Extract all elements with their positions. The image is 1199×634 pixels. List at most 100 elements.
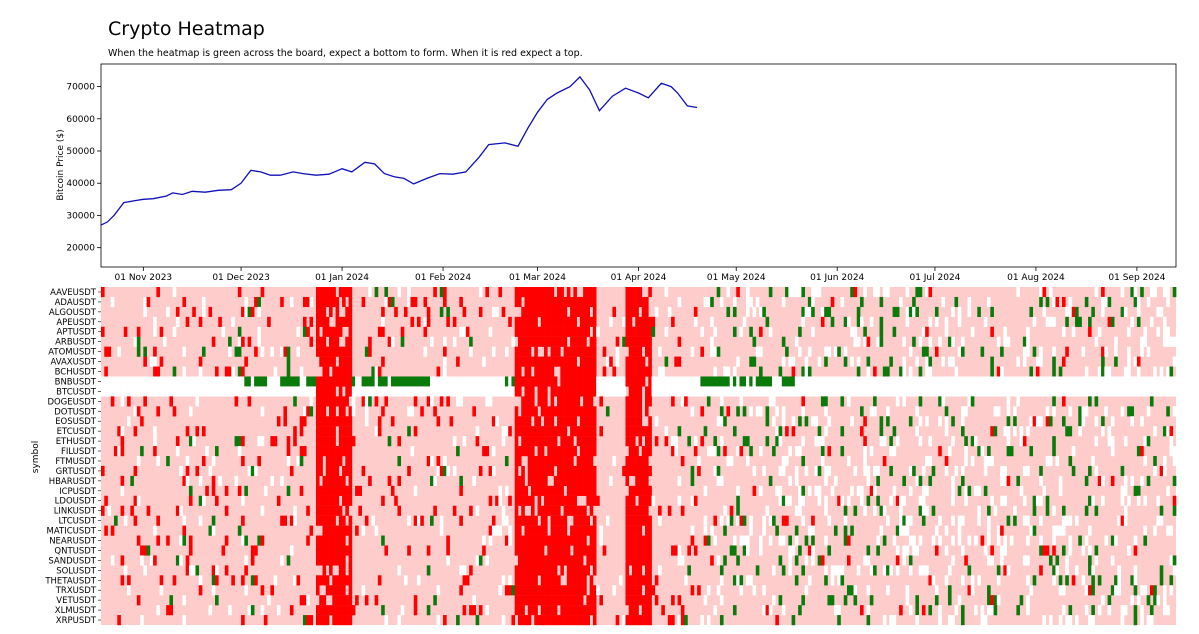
heatmap-cell: [120, 485, 125, 496]
heatmap-cell: [693, 376, 698, 387]
heatmap-cell: [1133, 545, 1138, 556]
heatmap-cell: [853, 336, 858, 347]
heatmap-cell: [439, 465, 444, 477]
heatmap-cell: [537, 336, 542, 347]
heatmap-cell: [1088, 555, 1092, 566]
heatmap-cell: [827, 446, 832, 457]
heatmap-cell: [316, 585, 320, 596]
heatmap-cell: [1052, 565, 1056, 576]
heatmap-cell: [648, 436, 652, 447]
heatmap-cell: [807, 306, 812, 318]
heatmap-cell: [570, 346, 574, 357]
heatmap-cell: [316, 336, 320, 347]
heatmap-cell: [413, 595, 418, 606]
heatmap-cell: [547, 366, 551, 377]
row-label: DOGEUSDT: [47, 397, 96, 407]
heatmap-cell: [1094, 465, 1099, 477]
heatmap-cell: [439, 376, 444, 387]
heatmap-cell: [280, 555, 284, 566]
heatmap-cell: [286, 436, 291, 447]
heatmap-cell: [736, 446, 740, 457]
heatmap-cell: [544, 605, 548, 616]
heatmap-cell: [961, 376, 965, 387]
heatmap-cell: [544, 296, 548, 308]
heatmap-cell: [182, 475, 187, 487]
heatmap-cell: [570, 535, 574, 546]
heatmap-cell: [130, 475, 134, 487]
heatmap-cell: [456, 386, 460, 397]
heatmap-cell: [329, 436, 333, 447]
heatmap-cell: [928, 376, 933, 387]
heatmap-cell: [289, 465, 294, 477]
row-label: HBARUSDT: [49, 477, 97, 487]
heatmap-cell: [827, 376, 832, 387]
heatmap-cell: [579, 515, 584, 526]
heatmap-cell: [547, 306, 551, 318]
heatmap-cell: [397, 565, 402, 576]
heatmap-cell: [446, 306, 450, 318]
heatmap-cell: [136, 595, 141, 606]
heatmap-cell: [384, 396, 389, 407]
heatmap-cell: [573, 555, 577, 566]
heatmap-cell: [534, 306, 538, 318]
heatmap-cell: [1172, 386, 1177, 397]
heatmap-cell: [817, 426, 822, 437]
heatmap-cell: [1065, 565, 1069, 576]
heatmap-cell: [114, 386, 118, 397]
heatmap-cell: [407, 545, 411, 556]
heatmap-cell: [703, 595, 708, 606]
heatmap-cell: [544, 575, 548, 586]
row-label: ETCUSDT: [57, 427, 97, 437]
heatmap-cell: [736, 376, 740, 387]
heatmap-cell: [690, 376, 695, 387]
heatmap-cell: [713, 386, 718, 397]
heatmap-cell: [1065, 306, 1069, 318]
heatmap-cell: [169, 386, 174, 397]
heatmap-cell: [586, 356, 590, 367]
heatmap-cell: [586, 316, 590, 327]
heatmap-cell: [237, 436, 242, 447]
heatmap-cell: [798, 326, 802, 337]
heatmap-cell: [527, 356, 532, 367]
heatmap-cell: [439, 306, 444, 318]
heatmap-cell: [514, 485, 519, 496]
heatmap-cell: [560, 416, 564, 427]
heatmap-cell: [811, 296, 815, 308]
heatmap-cell: [560, 406, 564, 417]
heatmap-cell: [1143, 326, 1148, 337]
heatmap-cell: [237, 326, 242, 337]
heatmap-cell: [553, 326, 558, 337]
heatmap-cell: [1149, 287, 1154, 298]
heatmap-cell: [677, 386, 682, 397]
heatmap-cell: [531, 396, 535, 407]
heatmap-cell: [322, 436, 327, 447]
heatmap-cell: [215, 376, 219, 387]
heatmap-cell: [254, 465, 258, 477]
heatmap-cell: [241, 515, 245, 526]
heatmap-cell: [179, 376, 183, 387]
heatmap-cell: [902, 376, 906, 387]
heatmap-cell: [540, 396, 545, 407]
heatmap-cell: [1048, 386, 1053, 397]
heatmap-cell: [742, 436, 747, 447]
heatmap-cell: [123, 386, 128, 397]
heatmap-cell: [443, 615, 447, 626]
heatmap-cell: [185, 376, 190, 387]
heatmap-cell: [374, 287, 379, 298]
heatmap-cell: [332, 406, 336, 417]
heatmap-cell: [749, 575, 753, 586]
heatmap-cell: [456, 446, 460, 457]
heatmap-cell: [713, 346, 718, 357]
heatmap-cell: [1075, 306, 1079, 318]
heatmap-cell: [195, 565, 200, 576]
heatmap-cell: [1065, 426, 1069, 437]
heatmap-cell: [563, 595, 568, 606]
heatmap-cell: [1016, 605, 1020, 616]
heatmap-cell: [1032, 495, 1037, 506]
heatmap-cell: [1058, 585, 1063, 596]
heatmap-cell: [951, 495, 955, 506]
heatmap-cell: [1058, 525, 1063, 536]
heatmap-cell: [1068, 515, 1073, 526]
heatmap-cell: [319, 605, 323, 616]
heatmap-cell: [524, 446, 529, 457]
